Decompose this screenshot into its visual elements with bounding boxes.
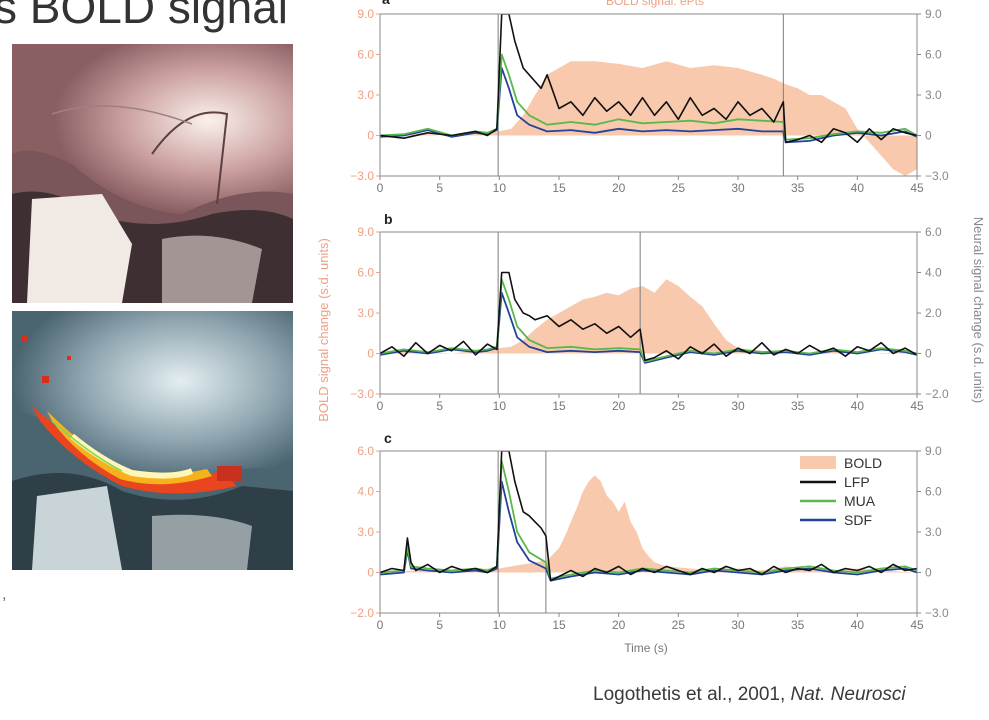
right-tick-label: 6.0 [925,225,942,239]
series-sdf-line [380,291,917,364]
left-tick-label: 9.0 [357,7,374,21]
right-tick-label: 0 [925,129,932,143]
right-axis-title: Neural signal change (s.d. units) [971,217,986,403]
panel-header-text: BOLD signal: ePts [606,0,704,8]
x-axis-title: Time (s) [624,641,668,655]
x-tick-label: 40 [851,181,865,195]
x-tick-label: 30 [731,399,745,413]
x-tick-label: 25 [672,399,686,413]
left-tick-label: 6.0 [357,444,374,458]
left-tick-label: −3.0 [350,387,374,401]
right-tick-label: 0 [925,566,932,580]
legend-label-bold: BOLD [844,455,882,471]
plot-area [380,451,917,613]
citation: Logothetis et al., 2001, Nat. Neurosci [593,684,906,706]
series-mua-line [380,460,917,580]
citation-authors: Logothetis et al., 2001, [593,684,791,705]
legend-label-sdf: SDF [844,512,872,528]
panel-a: 9.06.03.00−3.09.06.03.00−3.00 5 10 15 20 25 30… [350,0,949,195]
x-tick-label: 40 [851,399,865,413]
x-tick-label: 10 [493,618,507,632]
panel-label: b [384,211,393,227]
x-tick-label: 25 [672,181,686,195]
series-lfp-line [380,451,917,582]
right-tick-label: 9.0 [925,7,942,21]
right-tick-label: 3.0 [925,88,942,102]
x-tick-label: 30 [731,181,745,195]
x-tick-label: 45 [910,399,924,413]
series-bold-area [380,279,917,354]
mri-brain-image [12,44,293,303]
left-tick-label: −2.0 [350,606,374,620]
right-tick-label: 6.0 [925,485,942,499]
x-tick-label: 10 [493,399,507,413]
right-tick-label: −3.0 [925,606,949,620]
x-tick-label: 15 [552,181,566,195]
left-tick-label: 0 [367,347,374,361]
right-tick-label: 6.0 [925,48,942,62]
plot-frame [379,450,918,614]
x-tick-label: 35 [791,399,805,413]
x-tick-label: 20 [612,618,626,632]
series-lfp-line [380,271,917,362]
left-tick-label: 4.0 [357,485,374,499]
panel-label: c [384,430,392,446]
series-sdf-line [380,480,917,582]
left-tick-label: 6.0 [357,266,374,280]
right-tick-label: 2.0 [925,306,942,320]
legend-swatch-bold [800,456,836,469]
right-tick-label: −3.0 [925,169,949,183]
neural-bold-figure: BOLD signal change (s.d. units) Neural s… [316,0,986,655]
series-lfp-line [380,14,917,144]
left-tick-label: 0 [367,566,374,580]
x-tick-label: 0 [377,399,384,413]
series-mua-line [380,278,917,363]
x-tick-label: 10 [493,181,507,195]
slide-title: s BOLD signal [0,0,289,33]
x-tick-label: 5 [436,399,443,413]
x-tick-label: 0 [377,181,384,195]
x-tick-label: 40 [851,618,865,632]
x-tick-label: 15 [552,618,566,632]
side-mark: , [2,586,7,603]
left-tick-label: 3.0 [357,306,374,320]
right-tick-label: −2.0 [925,387,949,401]
x-tick-label: 20 [612,181,626,195]
x-tick-label: 35 [791,618,805,632]
right-tick-label: 0 [925,347,932,361]
series-bold-area [380,61,917,176]
right-tick-label: 3.0 [925,525,942,539]
left-axis-title: BOLD signal change (s.d. units) [316,238,331,422]
left-tick-label: −3.0 [350,169,374,183]
citation-journal: Nat. Neurosci [790,684,906,705]
right-tick-label: 4.0 [925,266,942,280]
left-tick-label: 6.0 [357,48,374,62]
legend-label-lfp: LFP [844,474,870,490]
left-tick-label: 0 [367,129,374,143]
left-tick-label: 3.0 [357,525,374,539]
series-mua-line [380,53,917,141]
legend: BOLD LFP MUA SDF [800,455,882,528]
panel-c: 6.04.03.00−2.09.06.03.00−3.00 5 10 15 20 25 30… [350,430,949,632]
x-tick-label: 20 [612,399,626,413]
x-tick-label: 15 [552,399,566,413]
plot-area [380,14,917,176]
legend-label-mua: MUA [844,493,876,509]
panel-label: a [382,0,390,7]
x-tick-label: 30 [731,618,745,632]
x-tick-label: 5 [436,618,443,632]
x-tick-label: 45 [910,618,924,632]
x-tick-label: 25 [672,618,686,632]
right-tick-label: 9.0 [925,444,942,458]
x-tick-label: 5 [436,181,443,195]
left-tick-label: 9.0 [357,225,374,239]
x-tick-label: 0 [377,618,384,632]
x-tick-label: 35 [791,181,805,195]
fmri-activation-map [12,311,293,570]
left-tick-label: 3.0 [357,88,374,102]
plot-area [380,232,917,394]
series-bold-area [380,475,917,573]
x-tick-label: 45 [910,181,924,195]
panel-b: 9.06.03.00−3.06.04.02.00−2.00 5 10 15 20 25 30… [350,211,949,413]
